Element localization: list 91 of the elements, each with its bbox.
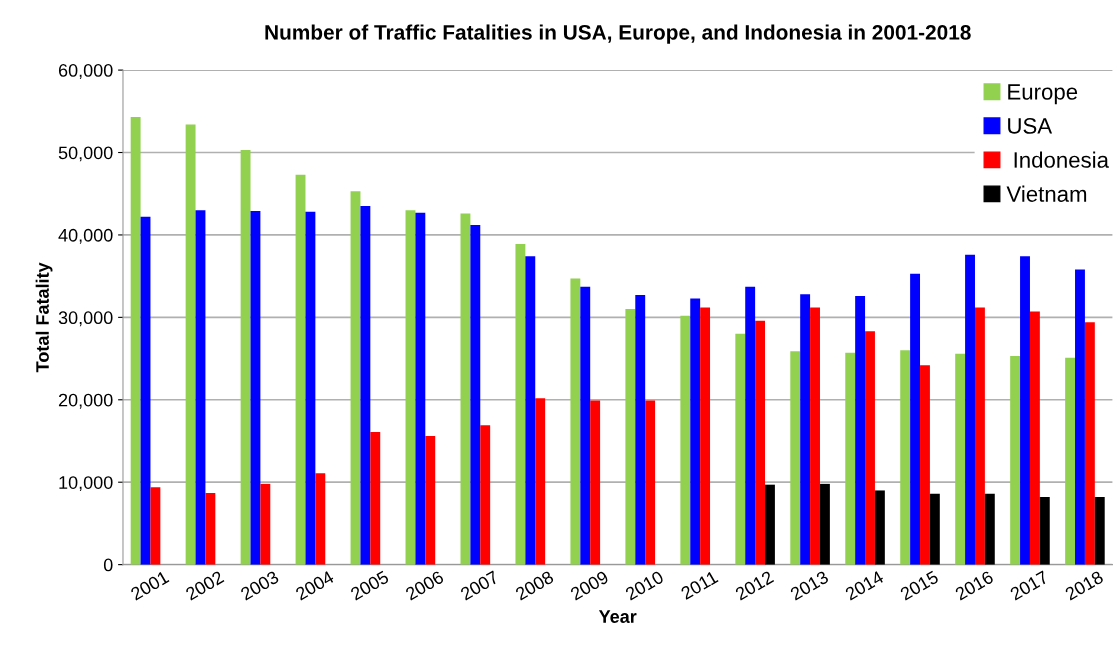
bar (965, 254, 975, 565)
bar (910, 273, 921, 565)
bar (900, 350, 911, 565)
bar (250, 211, 261, 565)
bar (1075, 269, 1085, 565)
bar (855, 295, 866, 565)
bar (819, 483, 830, 565)
bar (929, 493, 940, 565)
bar (700, 307, 711, 565)
bar (645, 400, 656, 565)
bar (984, 493, 995, 565)
bar (480, 425, 491, 565)
bar (635, 295, 646, 565)
bar (800, 294, 811, 565)
bar (570, 278, 581, 565)
bar (680, 315, 691, 565)
bar (360, 206, 371, 565)
x-tick-label: 2012 (734, 570, 775, 601)
bar (755, 320, 766, 565)
x-tick-label: 2010 (624, 570, 665, 601)
bar (470, 225, 481, 565)
x-tick-label: 2011 (680, 570, 719, 600)
bar (1084, 322, 1095, 565)
x-tick-label: 2014 (844, 570, 885, 601)
y-tick-label: 40,000 (58, 228, 113, 244)
legend-label: USA (1008, 118, 1053, 134)
y-tick-label: 50,000 (58, 146, 113, 162)
bar (130, 117, 141, 565)
x-tick-label: 2008 (514, 570, 555, 601)
x-tick-label: 2001 (129, 570, 170, 601)
y-tick-label: 60,000 (58, 64, 113, 79)
bar (295, 174, 306, 565)
x-tick-label: 2005 (349, 570, 390, 601)
bar (690, 298, 701, 565)
bar (1029, 311, 1040, 565)
bar (535, 398, 546, 565)
chart-title: Number of Traffic Fatalities in USA, Europe, and Indonesia in 2001-2018 (265, 24, 971, 44)
bar (315, 473, 326, 565)
y-tick-label: 30,000 (58, 311, 113, 327)
bar (415, 212, 426, 565)
x-axis-title: Year (598, 610, 637, 623)
x-tick-label: 2002 (184, 570, 225, 601)
x-tick-label: 2009 (569, 570, 610, 601)
legend-label: Vietnam (1006, 185, 1087, 202)
bar (305, 211, 316, 565)
bar (150, 487, 161, 565)
bar (140, 216, 151, 565)
bar (1010, 356, 1021, 565)
bar (1065, 357, 1076, 565)
x-tick-label: 2004 (294, 570, 335, 601)
bar (460, 213, 471, 565)
legend-label: Europe (1008, 84, 1078, 105)
bar (195, 210, 206, 565)
bar (1094, 497, 1105, 565)
bar (1020, 256, 1030, 565)
bar (515, 244, 526, 565)
y-tick-label: 20,000 (58, 393, 113, 409)
bar (260, 483, 271, 565)
x-tick-label: 2003 (239, 570, 280, 601)
bar (405, 210, 416, 565)
bar (425, 436, 436, 565)
x-tick-label: 2013 (789, 570, 830, 601)
bar (625, 309, 636, 565)
x-tick-label: 2018 (1064, 570, 1105, 601)
bar (745, 286, 756, 565)
bar (185, 124, 196, 565)
bar (920, 365, 930, 565)
bar (370, 431, 381, 565)
bar (765, 484, 775, 565)
y-tick-label: 10,000 (59, 476, 113, 492)
x-tick-label: 2016 (954, 570, 995, 601)
bar (590, 400, 601, 565)
bar (790, 351, 801, 565)
y-axis-title: Total Fatality (35, 262, 53, 373)
x-tick-label: 2015 (899, 570, 940, 601)
bar (240, 150, 251, 565)
bar (974, 307, 985, 565)
bar (350, 191, 361, 565)
bar (874, 490, 885, 565)
x-tick-label: 2006 (404, 570, 445, 601)
bar (845, 352, 856, 565)
bar (205, 492, 216, 565)
bar (580, 286, 591, 565)
bar (735, 333, 746, 565)
bar (525, 256, 536, 565)
legend-label: Indonesia (1014, 151, 1109, 168)
bar (810, 307, 820, 565)
bar (1039, 497, 1050, 565)
bar (865, 331, 875, 565)
bar (955, 353, 966, 565)
y-tick-label: 0 (103, 558, 113, 572)
